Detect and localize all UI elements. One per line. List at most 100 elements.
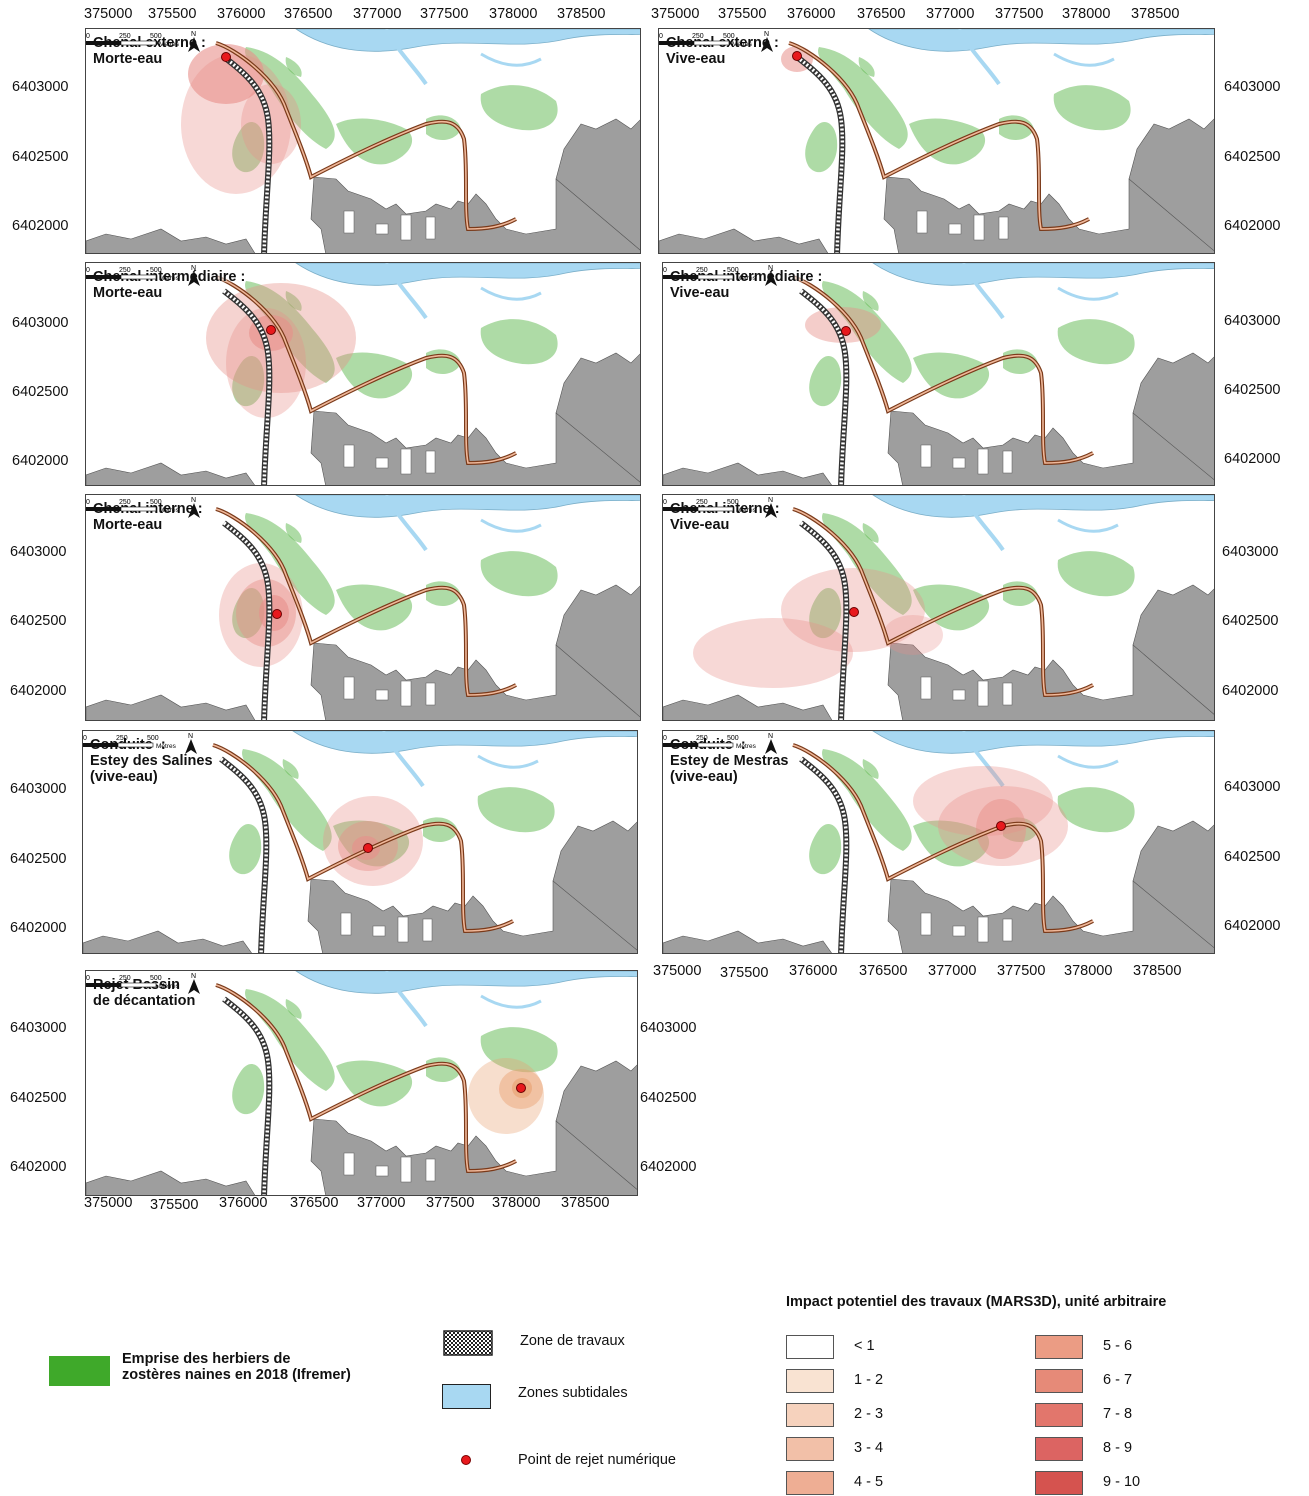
- land: [663, 694, 833, 720]
- north-label: N: [191, 497, 196, 504]
- subtidal-zone: [480, 52, 542, 67]
- north-label: N: [191, 265, 196, 272]
- north-label: N: [768, 733, 773, 740]
- x-tick-label: 376000: [787, 6, 836, 22]
- north-arrow-icon: [188, 979, 200, 994]
- scale-tick-500: 500: [150, 499, 162, 506]
- y-tick-label: 6402500: [10, 1090, 67, 1106]
- x-tick-label: 375500: [720, 965, 769, 981]
- map-canvas: [663, 263, 1214, 485]
- subtidal-zone: [961, 263, 1005, 320]
- land: [659, 228, 829, 253]
- scale-tick-500: 500: [727, 735, 739, 742]
- y-tick-label: 6403000: [12, 315, 69, 331]
- pipeline: [215, 276, 517, 464]
- y-tick-label: 6402500: [640, 1090, 697, 1106]
- y-tick-label: 6402000: [10, 920, 67, 936]
- impact-class-swatch: [786, 1471, 834, 1495]
- subtidal-zone: [381, 731, 425, 788]
- scale-tick-250: 250: [116, 735, 128, 742]
- seagrass-bed: [858, 57, 875, 77]
- impact-class-label: 2 - 3: [854, 1406, 884, 1422]
- scale-tick-0: 0: [86, 33, 90, 40]
- seagrass-bed: [805, 121, 838, 173]
- impact-class-swatch: [786, 1369, 834, 1393]
- seagrass-bed: [809, 355, 842, 407]
- scale-tick-500: 500: [727, 499, 739, 506]
- pipeline: [792, 508, 1094, 696]
- seagrass-bed: [822, 281, 912, 383]
- impact-class-label: < 1: [854, 1338, 875, 1354]
- land: [1128, 118, 1214, 252]
- y-tick-label: 6402000: [1224, 918, 1281, 934]
- land: [1132, 352, 1214, 480]
- impact-class-swatch: [1035, 1335, 1083, 1359]
- y-tick-label: 6402500: [1224, 849, 1281, 865]
- pipeline: [215, 508, 517, 696]
- land: [307, 840, 637, 953]
- x-tick-label: 378000: [1062, 6, 1111, 22]
- x-tick-label: 377500: [420, 6, 469, 22]
- land: [663, 930, 832, 953]
- seagrass-bed: [285, 291, 302, 311]
- seagrass-bed: [1053, 85, 1131, 131]
- impact-class-label: 5 - 6: [1103, 1338, 1133, 1354]
- works-zone: [799, 289, 849, 485]
- scale-tick-250: 250: [692, 33, 704, 40]
- pipeline: [215, 984, 517, 1172]
- impact-class-label: 6 - 7: [1103, 1372, 1133, 1388]
- seagrass-bed: [862, 291, 879, 311]
- panel-title: Conduite : Estey des Salines (vive-eau): [90, 737, 213, 785]
- scale-tick-250: 250: [696, 499, 708, 506]
- subtidal-zone: [1053, 52, 1115, 67]
- travaux-label: Zone de travaux: [520, 1333, 625, 1349]
- map-canvas: [659, 29, 1214, 253]
- scale-tick-0: 0: [659, 33, 663, 40]
- y-tick-label: 6403000: [10, 1020, 67, 1036]
- subtidal-zone: [1057, 754, 1119, 769]
- seagrass-bed: [822, 749, 912, 851]
- y-tick-label: 6403000: [1224, 313, 1281, 329]
- map-panel: Chenal externe : Morte-eau 0 250 500 Mèt…: [85, 28, 641, 254]
- y-tick-label: 6402000: [1224, 451, 1281, 467]
- seagrass-bed: [809, 823, 842, 875]
- seagrass-bed: [245, 989, 335, 1091]
- y-tick-label: 6402000: [12, 453, 69, 469]
- seagrass-bed: [480, 85, 558, 131]
- north-label: N: [188, 733, 193, 740]
- seagrass-bed: [245, 513, 335, 615]
- y-tick-label: 6402500: [10, 613, 67, 629]
- x-tick-label: 376000: [217, 6, 266, 22]
- scale-tick-0: 0: [663, 267, 667, 274]
- x-tick-label: 378000: [492, 1195, 541, 1211]
- herbier-label: Emprise des herbiers de zostères naines …: [122, 1351, 351, 1383]
- y-tick-label: 6403000: [1222, 544, 1279, 560]
- herbier-swatch: [49, 1356, 110, 1386]
- y-tick-label: 6402500: [12, 384, 69, 400]
- subtidal-zone: [480, 286, 542, 301]
- impact-class-swatch: [786, 1437, 834, 1461]
- seagrass-bed: [480, 1027, 558, 1073]
- subtidal-zone: [384, 263, 428, 320]
- seagrass-bed: [1057, 319, 1135, 365]
- x-tick-label: 376500: [290, 1195, 339, 1211]
- land: [86, 462, 255, 485]
- scale-tick-250: 250: [119, 33, 131, 40]
- north-label: N: [191, 973, 196, 980]
- subtidal-zone: [872, 263, 1214, 286]
- pipeline: [792, 276, 1094, 464]
- pipeline: [792, 744, 1094, 932]
- x-tick-label: 376500: [859, 963, 908, 979]
- land: [86, 1170, 256, 1195]
- y-tick-label: 6403000: [1224, 79, 1281, 95]
- impact-class-swatch: [1035, 1471, 1083, 1495]
- seagrass-bed: [1057, 787, 1135, 833]
- map-canvas: [86, 29, 640, 253]
- x-tick-label: 377000: [357, 1195, 406, 1211]
- map-canvas: [86, 495, 640, 720]
- x-tick-label: 376500: [857, 6, 906, 22]
- scale-tick-250: 250: [119, 499, 131, 506]
- land: [1132, 584, 1214, 715]
- impact-class-label: 4 - 5: [854, 1474, 884, 1490]
- scale-tick-500: 500: [723, 33, 735, 40]
